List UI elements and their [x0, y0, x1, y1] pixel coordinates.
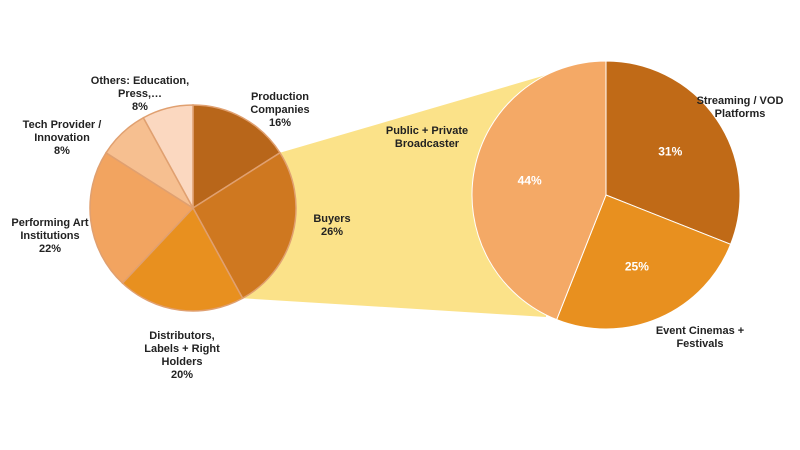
label-buyers: Buyers 26% [313, 213, 350, 238]
label-production: Production Companies 16% [250, 91, 309, 129]
label-performing-art: Performing Art Institutions 22% [11, 217, 89, 255]
label-event-cinemas: Event Cinemas + Festivals [656, 325, 744, 350]
label-streaming-vod: Streaming / VOD Platforms [697, 95, 784, 120]
main-pie-labels: Production Companies 16% Buyers 26% Distribut… [11, 75, 350, 381]
label-distributors: Distributors, Labels + Right Holders 20% [144, 330, 220, 381]
pie-slice-distributors [121, 206, 244, 312]
label-others-education: Others: Education, Press,… 8% [91, 75, 189, 113]
value-public-private: 44% [518, 173, 542, 187]
main-pie [89, 104, 297, 312]
pie-slice-others-education [142, 104, 194, 209]
label-public-private: Public + Private Broadcaster [386, 125, 468, 150]
value-event-cinemas: 25% [625, 259, 649, 273]
pie-slice-buyers [192, 151, 297, 300]
breakdown-slice-streaming-vod [605, 60, 741, 245]
value-streaming-vod: 31% [658, 144, 682, 158]
breakdown-pie-labels: Streaming / VOD Platforms 31% Event Cinemas… [386, 95, 784, 350]
breakdown-slice-event-cinemas [556, 194, 732, 330]
pie-slice-performing-art [89, 151, 195, 285]
label-tech-provider: Tech Provider / Innovation 8% [23, 119, 102, 157]
breakdown-slice-public-private [471, 60, 607, 321]
pie-slice-production [192, 104, 282, 210]
explode-connector [242, 75, 546, 317]
breakdown-pie [471, 60, 741, 330]
